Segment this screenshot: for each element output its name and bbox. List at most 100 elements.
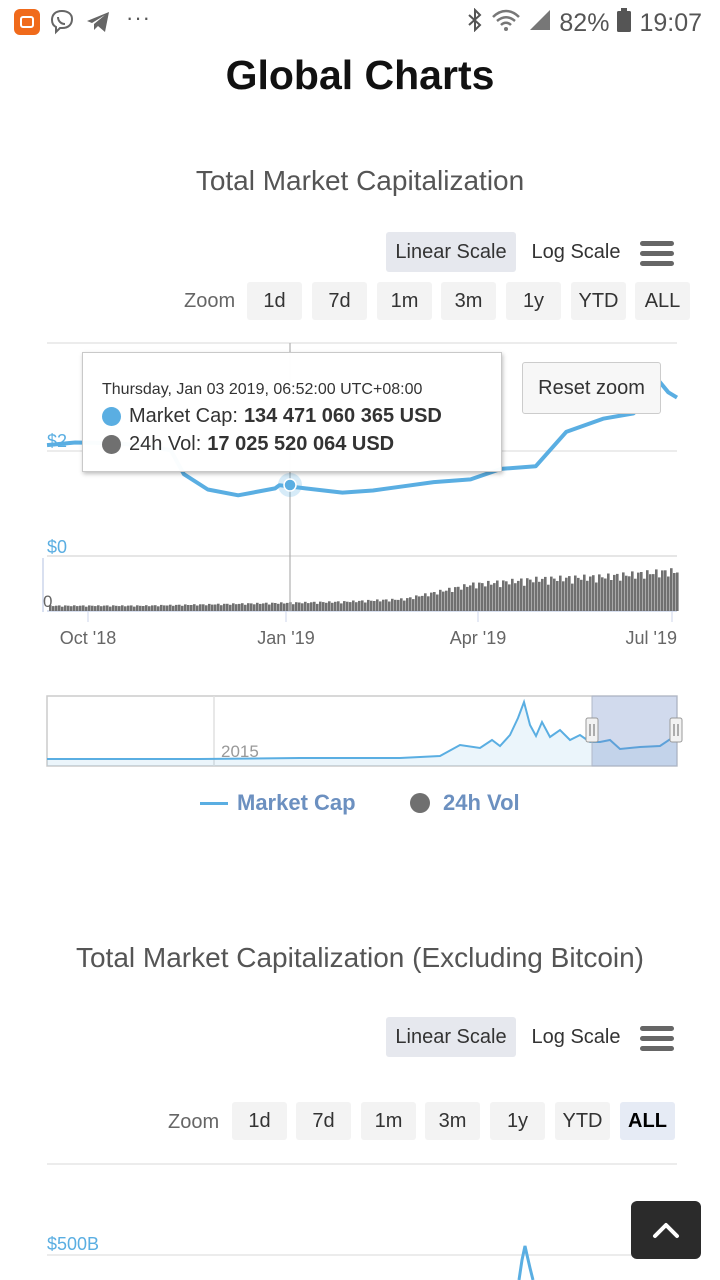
chart1-zoom-all[interactable]: ALL	[635, 282, 690, 320]
navigator-handle-right[interactable]	[669, 717, 683, 743]
volume-bar	[205, 605, 208, 611]
chart2-zoom-1m[interactable]: 1m	[361, 1102, 416, 1140]
volume-bar	[262, 603, 265, 611]
volume-bar	[577, 577, 580, 611]
chart2-linear-scale-button[interactable]: Linear Scale	[386, 1017, 516, 1057]
volume-bar	[538, 581, 541, 611]
scroll-to-top-button[interactable]	[631, 1201, 701, 1259]
volume-bar	[100, 606, 103, 611]
chart1-log-scale-button[interactable]: Log Scale	[531, 240, 621, 263]
volume-bar	[535, 576, 538, 611]
volume-bar	[625, 575, 628, 611]
chart2-zoom-label: Zoom	[168, 1111, 220, 1133]
volume-bar	[76, 606, 79, 611]
chart2-menu-icon[interactable]	[640, 1026, 674, 1052]
volume-bar	[106, 605, 109, 611]
navigator-area	[47, 702, 677, 766]
volume-bar	[664, 570, 667, 611]
volume-bar	[160, 604, 163, 611]
volume-bar	[85, 606, 88, 611]
volume-bar	[175, 604, 178, 611]
volume-bar	[343, 601, 346, 611]
volume-bar	[616, 573, 619, 611]
clock: 19:07	[639, 9, 702, 37]
legend-item-market-cap[interactable]: Market Cap	[200, 790, 356, 816]
market-cap-dot-icon	[102, 407, 121, 426]
volume-bar	[241, 603, 244, 611]
legend-item-volume[interactable]: 24h Vol	[410, 790, 520, 816]
volume-dot-icon	[102, 435, 121, 454]
chart2-plot[interactable]: $500B	[0, 1160, 720, 1280]
volume-bar	[673, 573, 676, 611]
volume-bar	[181, 605, 184, 611]
chart2-log-scale-button[interactable]: Log Scale	[531, 1025, 621, 1048]
volume-bar	[130, 605, 133, 611]
volume-bar	[364, 602, 367, 611]
chart1-zoom-1d[interactable]: 1d	[247, 282, 302, 320]
volume-bar	[487, 580, 490, 611]
volume-bar	[649, 574, 652, 611]
volume-bar	[640, 572, 643, 611]
volume-bar	[154, 605, 157, 611]
navigator-selection[interactable]	[591, 695, 678, 767]
volume-bar	[550, 576, 553, 611]
chart2-zoom-1d[interactable]: 1d	[232, 1102, 287, 1140]
volume-bar	[328, 601, 331, 611]
volume-bar	[73, 605, 76, 611]
chart1-plot[interactable]: $2 $0 0 Oct '18 Jan '19 Apr '19 Jul '19	[0, 330, 720, 660]
volume-bar	[427, 596, 430, 611]
volume-bar	[460, 589, 463, 611]
chart2-zoom-3m[interactable]: 3m	[425, 1102, 480, 1140]
volume-bar	[658, 577, 661, 611]
volume-bar	[148, 606, 151, 611]
volume-bar	[220, 605, 223, 611]
volume-bar	[103, 605, 106, 611]
volume-bar	[388, 601, 391, 611]
chart2-zoom-7d[interactable]: 7d	[296, 1102, 351, 1140]
chart1-navigator[interactable]: 2015	[0, 690, 720, 775]
volume-bar	[250, 603, 253, 611]
chart2-zoom-all[interactable]: ALL	[620, 1102, 675, 1140]
volume-bar	[589, 576, 592, 611]
x-tick-label: Jan '19	[257, 628, 314, 648]
chart1-zoom-7d[interactable]: 7d	[312, 282, 367, 320]
volume-bar	[511, 578, 514, 611]
volume-bar	[604, 578, 607, 611]
volume-bar	[133, 606, 136, 611]
volume-bar	[118, 606, 121, 611]
volume-bar	[340, 603, 343, 611]
chart1-zoom-1m[interactable]: 1m	[377, 282, 432, 320]
circle-swatch-icon	[410, 793, 430, 813]
chart1-zoom-1y[interactable]: 1y	[506, 282, 561, 320]
volume-bar	[94, 606, 97, 611]
chart1-zoom-ytd[interactable]: YTD	[571, 282, 626, 320]
volume-bar	[667, 576, 670, 611]
volume-bar	[433, 592, 436, 611]
volume-bar	[268, 604, 271, 611]
chart2-zoom-ytd[interactable]: YTD	[555, 1102, 610, 1140]
volume-bar	[55, 605, 58, 611]
volume-bar	[517, 580, 520, 611]
chart2-zoom-1y[interactable]: 1y	[490, 1102, 545, 1140]
chart1-zoom-3m[interactable]: 3m	[441, 282, 496, 320]
x-tick-label: Jul '19	[626, 628, 677, 648]
volume-bar	[331, 602, 334, 611]
volume-bar	[439, 589, 442, 611]
volume-bar	[166, 605, 169, 611]
volume-bar	[541, 578, 544, 611]
volume-bar	[478, 582, 481, 611]
reset-zoom-button[interactable]: Reset zoom	[522, 362, 661, 414]
chart1-linear-scale-button[interactable]: Linear Scale	[386, 232, 516, 272]
navigator-handle-left[interactable]	[585, 717, 599, 743]
tooltip-market-cap-value: 134 471 060 365 USD	[243, 405, 442, 427]
volume-bar	[466, 586, 469, 611]
volume-bar	[298, 602, 301, 611]
volume-bar	[445, 590, 448, 611]
volume-bar	[574, 575, 577, 611]
chart1-menu-icon[interactable]	[640, 241, 674, 267]
volume-bar	[382, 599, 385, 611]
volume-bar	[583, 574, 586, 611]
volume-bar	[493, 583, 496, 611]
volume-bar	[451, 592, 454, 611]
volume-bar	[121, 605, 124, 611]
